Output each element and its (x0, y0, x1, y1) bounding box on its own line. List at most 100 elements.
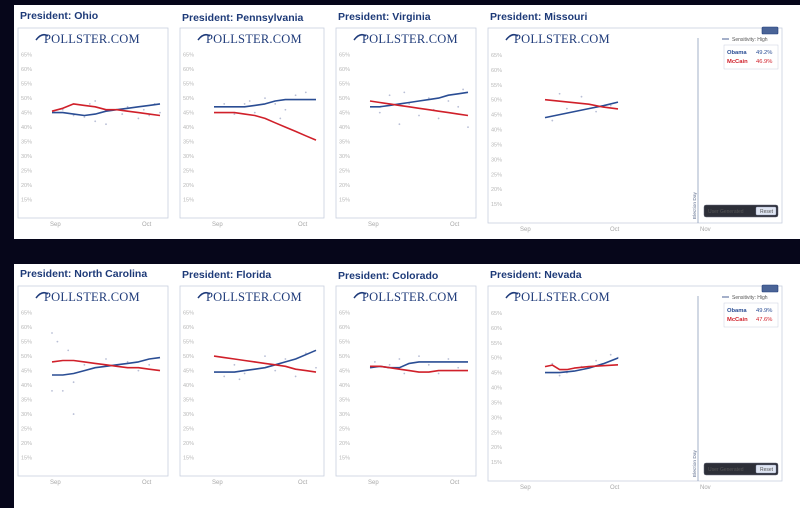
president-virginia-poll-point (437, 117, 440, 120)
president-florida-logo-text: POLLSTER.COM (206, 290, 302, 304)
president-florida-y-tick: 15% (183, 456, 194, 462)
president-missouri-sensitivity-label[interactable]: Sensitivity: High (732, 37, 768, 43)
president-missouri-poll-point (551, 119, 554, 122)
president-florida-chart: POLLSTER.COM 65% 60% 55% 50% 45% 40% 35% 30% 25% 2… (176, 284, 328, 488)
president-missouri-poll-point (558, 92, 561, 95)
president-nevada-pollster-logo: POLLSTER.COM (505, 290, 610, 304)
president-missouri-y-tick: 30% (491, 157, 502, 163)
president-pennsylvania-y-tick: 50% (183, 96, 194, 102)
president-nevada-y-tick: 20% (491, 445, 502, 451)
president-north-carolina-y-tick: 30% (21, 412, 32, 418)
president-missouri-legend-mccain-name: McCain (727, 59, 748, 65)
president-nevada-poll-point (558, 374, 561, 377)
president-pennsylvania-y-tick: 35% (183, 140, 194, 146)
president-ohio-frame (17, 27, 169, 219)
president-florida-poll-point (243, 372, 246, 375)
president-colorado-x-tick: Sep (368, 480, 379, 486)
president-colorado-pollster-logo: POLLSTER.COM (353, 290, 458, 304)
president-colorado-poll-point (403, 372, 406, 375)
president-nevada-reset-label[interactable]: Reset (760, 467, 774, 473)
president-missouri-legend (723, 44, 779, 70)
president-missouri-reset-button[interactable] (755, 206, 777, 216)
president-pennsylvania-poll-point (223, 103, 226, 105)
president-colorado-poll-point (427, 363, 430, 366)
president-virginia-poll-point (398, 123, 401, 126)
president-ohio-y-tick: 35% (21, 140, 32, 146)
president-pennsylvania-obama-line (214, 98, 316, 108)
president-florida-poll-point (274, 369, 277, 372)
president-missouri-y-tick: 60% (491, 68, 502, 74)
president-nevada-options-button[interactable] (761, 284, 779, 293)
president-virginia-poll-point (403, 91, 406, 94)
president-north-carolina-x-tick: Oct (142, 480, 152, 486)
president-north-carolina-y-tick: 65% (21, 311, 32, 317)
president-north-carolina-y-tick: 60% (21, 325, 32, 331)
president-nevada-sensitivity-label[interactable]: Sensitivity: High (732, 295, 768, 301)
president-colorado-poll-point (447, 358, 450, 360)
president-florida-obama-line (214, 349, 317, 373)
president-ohio-poll-point (88, 103, 91, 105)
president-ohio-poll-point (121, 113, 124, 115)
president-nevada-legend-obama-name: Obama (727, 308, 747, 314)
president-colorado-poll-point (398, 358, 401, 360)
president-missouri-reset-label[interactable]: Reset (760, 209, 774, 215)
president-pennsylvania-poll-point (233, 113, 236, 115)
president-nevada-y-tick: 25% (491, 430, 502, 436)
president-pennsylvania-y-tick: 25% (183, 169, 194, 175)
president-ohio-svg: POLLSTER.COM 65% 60% 55% 50% 45% 40% 35% 30% 25% 2… (17, 27, 169, 228)
president-pennsylvania-poll-point (253, 111, 256, 114)
president-nevada-y-tick: 40% (491, 386, 502, 392)
president-colorado-frame (335, 285, 477, 477)
president-colorado-y-tick: 35% (339, 398, 350, 404)
president-north-carolina-poll-point (61, 389, 64, 392)
president-missouri-chart: POLLSTER.COM 65% 60% 55% 50% 45% 40% 35% 30% 25% 2… (484, 26, 786, 235)
president-pennsylvania-poll-point (279, 117, 282, 120)
president-north-carolina-poll-point (72, 381, 75, 384)
president-nevada-user-generated-label: User Generated (708, 467, 744, 473)
president-north-carolina-y-tick: 55% (21, 340, 32, 346)
president-colorado-y-tick: 55% (339, 340, 350, 346)
president-virginia-poll-point (457, 105, 460, 108)
president-nevada-x-tick: Sep (520, 485, 531, 491)
president-ohio-poll-point (94, 100, 97, 102)
president-virginia-frame (335, 27, 477, 219)
president-missouri-y-tick: 65% (491, 53, 502, 59)
president-colorado-y-tick: 45% (339, 369, 350, 375)
president-florida-mccain-line (213, 355, 317, 373)
president-ohio-y-tick: 55% (21, 82, 32, 88)
president-ohio-poll-point (137, 117, 140, 120)
president-missouri-options-button[interactable] (761, 26, 779, 35)
president-virginia-y-tick: 40% (339, 125, 350, 131)
president-colorado-poll-point (437, 372, 440, 375)
president-north-carolina-y-tick: 45% (21, 369, 32, 375)
president-colorado-y-tick: 30% (339, 412, 350, 418)
president-missouri-logo-text: POLLSTER.COM (514, 32, 610, 46)
president-north-carolina-y-tick: 40% (21, 383, 32, 389)
president-nevada-reset-button[interactable] (755, 464, 777, 474)
president-florida-pollster-logo: POLLSTER.COM (197, 290, 302, 304)
president-missouri-legend-mccain-value: 46.9% (756, 59, 772, 65)
president-virginia-poll-point (378, 111, 381, 114)
president-florida-y-tick: 55% (183, 340, 194, 346)
president-pennsylvania-poll-point (294, 94, 297, 97)
president-nevada-legend-mccain-value: 47.6% (756, 317, 772, 323)
president-pennsylvania-y-tick: 45% (183, 111, 194, 117)
president-pennsylvania-poll-point (248, 100, 251, 102)
president-pennsylvania-y-tick: 15% (183, 198, 194, 204)
president-north-carolina-y-tick: 20% (21, 441, 32, 447)
president-pennsylvania-x-tick: Sep (212, 222, 223, 228)
president-nevada-x-tick: Oct (610, 485, 620, 491)
president-nevada-logo-text: POLLSTER.COM (514, 290, 610, 304)
president-north-carolina-poll-point (148, 363, 151, 366)
president-nevada-y-tick: 50% (491, 356, 502, 362)
president-nevada-y-tick: 30% (491, 415, 502, 421)
president-ohio-chart: POLLSTER.COM 65% 60% 55% 50% 45% 40% 35% 30% 25% 2… (14, 26, 172, 230)
president-virginia-poll-point (467, 126, 469, 129)
president-pennsylvania-y-tick: 40% (183, 125, 194, 131)
president-ohio-poll-point (142, 108, 145, 111)
president-north-carolina-poll-point (126, 361, 129, 363)
president-florida-y-tick: 60% (183, 325, 194, 331)
president-pennsylvania-poll-point (284, 108, 287, 111)
president-colorado-y-tick: 20% (339, 441, 350, 447)
president-nevada-y-tick: 45% (491, 371, 502, 377)
